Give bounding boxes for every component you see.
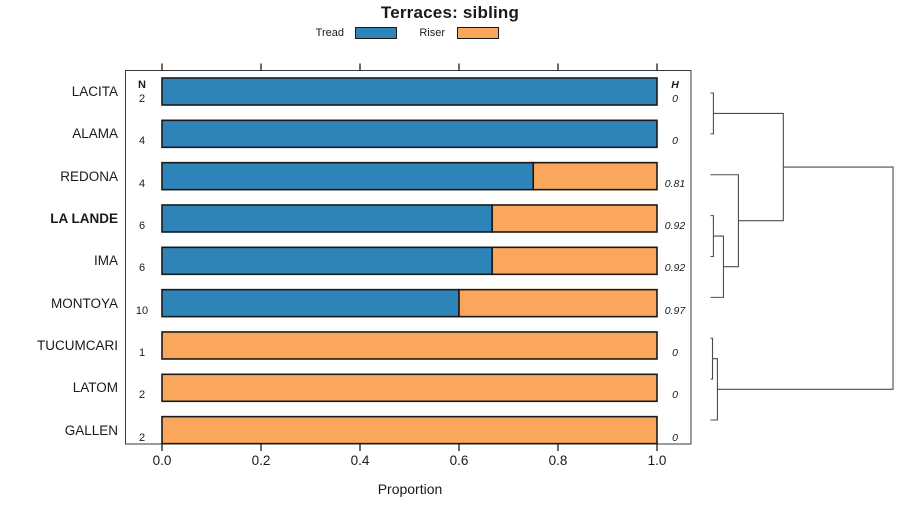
dendrogram-branch: [713, 112, 784, 222]
category-label: ALAMA: [72, 126, 118, 142]
x-tick-label: 1.0: [647, 453, 667, 468]
dendrogram-branch: [717, 166, 894, 390]
x-axis-title: Proportion: [377, 481, 443, 497]
bar-segment-riser: [491, 204, 658, 233]
h-value: 0: [672, 431, 678, 444]
dendrogram-branch: [710, 235, 725, 298]
h-value: 0: [672, 135, 678, 148]
n-value: 6: [138, 262, 146, 275]
x-tick-label: 0.4: [350, 453, 370, 468]
h-column-header: H: [671, 79, 679, 91]
n-value: 1: [138, 346, 146, 359]
bar-segment-tread: [161, 288, 460, 318]
n-value: 2: [138, 389, 146, 402]
h-value: 0: [672, 93, 678, 105]
bar-segment-riser: [458, 288, 658, 318]
legend-swatch-tread: [355, 27, 397, 39]
n-value: 6: [138, 219, 146, 232]
bar-segment-riser: [532, 161, 658, 191]
n-value: 4: [138, 135, 146, 148]
legend-label-tread: Tread: [315, 27, 344, 39]
bar-segment-tread: [161, 246, 493, 276]
category-label: MONTOYA: [50, 295, 118, 311]
bar-segment-tread: [161, 161, 535, 191]
h-value: 0.81: [664, 177, 686, 190]
category-label: GALLEN: [64, 422, 118, 438]
x-tick-label: 0.6: [449, 453, 469, 468]
bar-segment-tread: [161, 204, 493, 233]
bar-segment-riser: [491, 246, 658, 276]
category-label: TUCUMCARI: [37, 337, 118, 353]
category-label: IMA: [93, 253, 118, 269]
h-value: 0: [672, 389, 678, 402]
dendrogram-branch: [710, 215, 714, 258]
dendrogram-branch: [710, 92, 714, 135]
dendrogram-branch: [710, 337, 714, 380]
dendrogram-branch: [710, 358, 718, 421]
dendrogram-branch: [710, 174, 739, 268]
bar-segment-riser: [161, 373, 658, 403]
category-label: LA LANDE: [50, 210, 118, 226]
h-value: 0.92: [664, 219, 686, 232]
bar-segment-riser: [161, 415, 658, 445]
h-value: 0: [672, 346, 678, 359]
chart-title: Terraces: sibling: [380, 3, 520, 22]
category-label: LACITA: [71, 84, 118, 99]
n-value: 10: [135, 304, 149, 317]
bar-segment-riser: [161, 331, 658, 360]
n-value: 4: [138, 177, 146, 190]
category-label: LATOM: [72, 380, 118, 396]
bar-segment-tread: [161, 77, 658, 106]
x-tick-label: 0.0: [152, 453, 172, 468]
n-value: 2: [138, 431, 146, 444]
category-label: REDONA: [60, 168, 118, 184]
bar-segment-tread: [161, 119, 658, 149]
n-value: 2: [138, 93, 146, 105]
x-tick-label: 0.2: [251, 453, 271, 468]
x-tick-label: 0.8: [548, 453, 568, 468]
legend-swatch-riser: [457, 27, 499, 39]
h-value: 0.97: [664, 304, 686, 317]
h-value: 0.92: [664, 262, 686, 275]
n-column-header: N: [138, 79, 146, 91]
legend-label-riser: Riser: [419, 27, 445, 39]
